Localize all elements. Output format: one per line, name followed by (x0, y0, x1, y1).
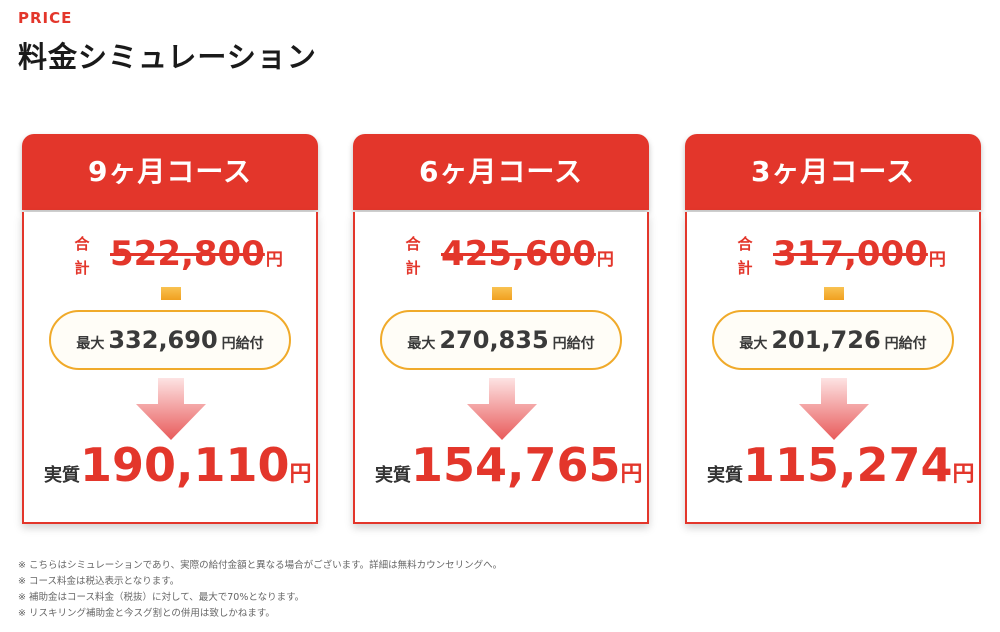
subsidy-amount: 270,835 (439, 326, 549, 354)
course-card-9-months: 9ヶ月コース 合 計 522,800円 最大 332,690 円給付 (22, 134, 318, 524)
final-price-unit: 円 (620, 462, 643, 487)
total-price-unit: 円 (596, 250, 614, 270)
course-card-6-months: 6ヶ月コース 合 計 425,600円 最大 270,835 円給付 (353, 134, 649, 524)
final-price-unit: 円 (952, 462, 975, 487)
total-label: 合 計 (403, 232, 423, 280)
total-price-unit: 円 (928, 250, 946, 270)
final-prefix: 実質 (44, 465, 80, 486)
course-card-3-months: 3ヶ月コース 合 計 317,000円 最大 201,726 円給付 (685, 134, 981, 524)
course-card-body: 合 計 425,600円 最大 270,835 円給付 (353, 212, 649, 524)
footnote: ※ こちらはシミュレーションであり、実際の給付金額と異なる場合がございます。詳細… (18, 560, 503, 571)
footnote: ※ コース料金は税込表示となります。 (18, 576, 180, 587)
total-price-value: 522,800 (110, 234, 265, 274)
subsidy-prefix: 最大 (76, 336, 105, 352)
arrow-down-icon (467, 378, 537, 440)
course-card-body: 合 計 317,000円 最大 201,726 円給付 (685, 212, 981, 524)
final-prefix: 実質 (375, 465, 411, 486)
subsidy-amount: 332,690 (108, 326, 218, 354)
arrow-down-icon (799, 378, 869, 440)
arrow-down-icon (136, 378, 206, 440)
subsidy-pill: 最大 201,726 円給付 (712, 310, 954, 370)
total-label-bottom: 計 (74, 259, 90, 277)
connector-bar (492, 287, 512, 300)
total-price: 425,600円 (441, 234, 614, 274)
footnote: ※ 補助金はコース料金（税抜）に対して、最大で70%となります。 (18, 592, 305, 603)
course-title: 3ヶ月コース (685, 134, 981, 210)
total-price: 317,000円 (773, 234, 946, 274)
final-price-value: 154,765 (411, 438, 621, 492)
section-eyebrow: PRICE (18, 9, 73, 27)
final-prefix: 実質 (707, 465, 743, 486)
final-price: 実質190,110円 (44, 438, 312, 492)
footnotes: ※ こちらはシミュレーションであり、実際の給付金額と異なる場合がございます。詳細… (18, 558, 502, 622)
course-title: 9ヶ月コース (22, 134, 318, 210)
total-label: 合 計 (735, 232, 755, 280)
subsidy-pill: 最大 270,835 円給付 (380, 310, 622, 370)
connector-bar (824, 287, 844, 300)
total-price-unit: 円 (265, 250, 283, 270)
total-label-top: 合 (737, 235, 753, 253)
subsidy-suffix: 円給付 (221, 336, 264, 352)
subsidy-pill: 最大 332,690 円給付 (49, 310, 291, 370)
final-price-value: 115,274 (743, 438, 953, 492)
final-price: 実質154,765円 (375, 438, 643, 492)
total-label-bottom: 計 (737, 259, 753, 277)
subsidy-prefix: 最大 (739, 336, 768, 352)
total-label: 合 計 (72, 232, 92, 280)
total-label-top: 合 (405, 235, 421, 253)
total-label-top: 合 (74, 235, 90, 253)
course-card-body: 合 計 522,800円 最大 332,690 円給付 (22, 212, 318, 524)
subsidy-suffix: 円給付 (884, 336, 927, 352)
footnote: ※ リスキリング補助金と今スグ割との併用は致しかねます。 (18, 608, 275, 619)
final-price-unit: 円 (289, 462, 312, 487)
total-label-bottom: 計 (405, 259, 421, 277)
page-title: 料金シミュレーション (18, 40, 317, 74)
total-price-value: 317,000 (773, 234, 928, 274)
course-title: 6ヶ月コース (353, 134, 649, 210)
subsidy-amount: 201,726 (771, 326, 881, 354)
subsidy-prefix: 最大 (407, 336, 436, 352)
subsidy-suffix: 円給付 (552, 336, 595, 352)
final-price: 実質115,274円 (707, 438, 975, 492)
total-price: 522,800円 (110, 234, 283, 274)
final-price-value: 190,110 (80, 438, 290, 492)
connector-bar (161, 287, 181, 300)
total-price-value: 425,600 (441, 234, 596, 274)
